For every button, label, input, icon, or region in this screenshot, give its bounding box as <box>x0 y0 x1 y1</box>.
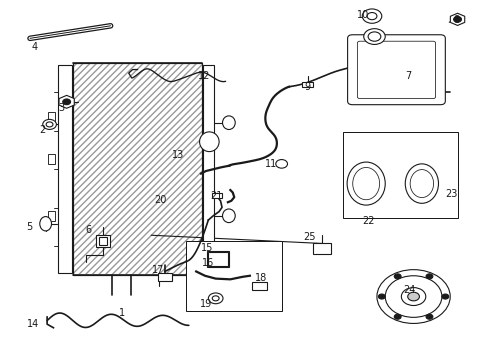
Text: 4: 4 <box>31 42 37 52</box>
Text: 10: 10 <box>357 10 369 20</box>
Text: 23: 23 <box>445 189 458 199</box>
Text: 1: 1 <box>119 308 125 318</box>
Text: 22: 22 <box>362 216 374 226</box>
Bar <box>252 282 267 290</box>
Circle shape <box>367 13 377 20</box>
Bar <box>186 241 282 311</box>
Bar <box>48 154 55 164</box>
Text: 19: 19 <box>199 299 212 309</box>
Circle shape <box>378 294 385 299</box>
Circle shape <box>408 292 419 301</box>
Ellipse shape <box>222 209 235 222</box>
Text: 16: 16 <box>202 258 214 268</box>
Bar <box>97 235 110 247</box>
Bar <box>158 273 172 281</box>
FancyBboxPatch shape <box>347 35 445 105</box>
Bar <box>48 112 55 122</box>
Text: 25: 25 <box>303 232 316 242</box>
Circle shape <box>454 17 462 22</box>
Text: 2: 2 <box>39 125 46 135</box>
Bar <box>48 211 55 221</box>
Text: 11: 11 <box>265 159 277 169</box>
Text: 20: 20 <box>154 195 167 205</box>
Circle shape <box>394 274 401 279</box>
Circle shape <box>362 9 382 23</box>
Circle shape <box>43 120 56 130</box>
Bar <box>343 132 458 218</box>
Circle shape <box>364 29 385 44</box>
Circle shape <box>368 32 381 41</box>
Circle shape <box>208 293 223 304</box>
Text: 13: 13 <box>172 150 184 160</box>
Bar <box>73 63 202 275</box>
Circle shape <box>442 294 449 299</box>
Circle shape <box>63 99 71 105</box>
Circle shape <box>212 296 219 301</box>
Text: 14: 14 <box>26 319 39 329</box>
Text: 9: 9 <box>305 82 311 92</box>
Text: 6: 6 <box>85 225 91 235</box>
Circle shape <box>426 274 433 279</box>
Ellipse shape <box>410 170 434 198</box>
Ellipse shape <box>353 167 380 200</box>
Ellipse shape <box>405 164 439 203</box>
Ellipse shape <box>199 132 219 152</box>
Circle shape <box>394 314 401 319</box>
Bar <box>73 63 202 275</box>
Text: 15: 15 <box>201 243 213 253</box>
Circle shape <box>377 270 450 323</box>
Text: 8: 8 <box>454 15 460 26</box>
Ellipse shape <box>347 162 385 205</box>
Bar <box>207 251 229 267</box>
Circle shape <box>385 276 442 318</box>
Text: 18: 18 <box>255 273 267 283</box>
Bar <box>314 243 331 254</box>
Ellipse shape <box>222 116 235 130</box>
Circle shape <box>426 314 433 319</box>
Bar <box>99 237 107 244</box>
Text: 5: 5 <box>26 222 32 231</box>
Circle shape <box>276 159 288 168</box>
Text: 24: 24 <box>404 285 416 296</box>
Text: 17: 17 <box>152 265 164 275</box>
Bar <box>302 82 313 87</box>
Circle shape <box>401 288 426 306</box>
Circle shape <box>46 122 53 127</box>
Bar <box>74 64 201 274</box>
Bar <box>203 65 214 273</box>
Bar <box>212 193 222 198</box>
Bar <box>208 252 228 266</box>
Ellipse shape <box>40 217 51 231</box>
Text: 21: 21 <box>211 191 223 201</box>
Text: 12: 12 <box>198 71 211 81</box>
Text: 3: 3 <box>58 103 64 113</box>
Bar <box>58 65 72 273</box>
Text: 7: 7 <box>405 71 411 81</box>
